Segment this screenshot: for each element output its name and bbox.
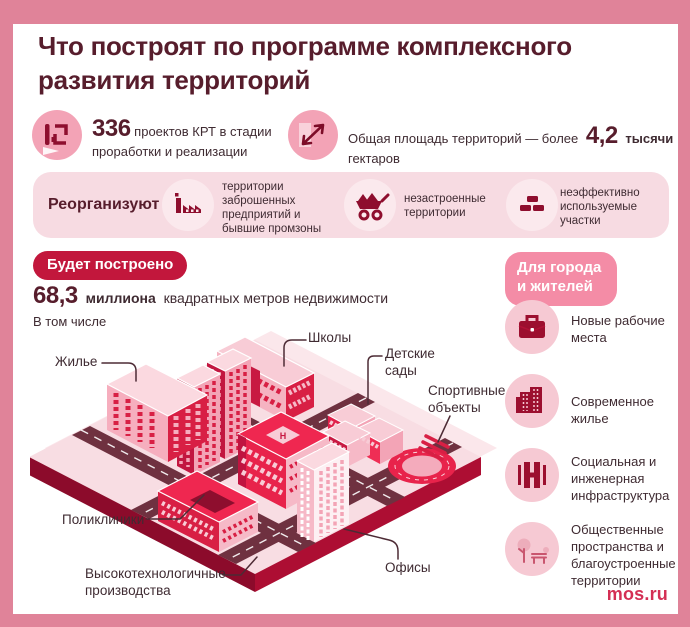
plan-icon (32, 110, 82, 160)
helipad-letter: H (280, 431, 287, 441)
stat-area-prefix: Общая площадь территорий — более (348, 131, 579, 146)
stat-area-unit: гектаров (348, 151, 400, 167)
briefcase-icon (505, 300, 559, 354)
stat-projects-label: проектов КРТ в стадии проработки и реали… (92, 124, 272, 160)
built-line: 68,3 миллиона квадратных метров недвижим… (33, 282, 392, 310)
park-icon (505, 522, 559, 576)
wheelbarrow-icon (344, 179, 396, 231)
built-value-unit: миллиона (85, 290, 156, 306)
built-value: 68,3 (33, 282, 78, 309)
infographic-content: Что построят по программе комплексного р… (13, 24, 678, 614)
map-label-clinics: Поликлиники (62, 512, 145, 527)
stat-projects (32, 110, 82, 160)
page-title: Что построят по программе комплексного р… (38, 31, 572, 95)
built-text: квадратных метров недвижимости (163, 290, 389, 306)
benefit-item-1: Новые рабочие места (571, 313, 665, 345)
stat-area-unit-bold: тысячи (625, 131, 674, 146)
benefits-badge: Для города и жителей (505, 252, 617, 306)
map-label-offices: Офисы (385, 560, 431, 575)
building-offices (295, 442, 351, 542)
infrastructure-icon (505, 448, 559, 502)
expand-icon (288, 110, 338, 160)
bricks-icon (506, 179, 558, 231)
map-label-schools: Школы (308, 330, 352, 345)
map-label-housing: Жилье (55, 354, 98, 369)
reorganize-item-2: незастроенные территории (404, 193, 486, 220)
buildings-icon (505, 374, 559, 428)
stat-area (288, 110, 338, 160)
map-label-sports: Спортивные объекты (428, 383, 506, 415)
mos-ru-logo[interactable]: mos.ru (606, 584, 668, 604)
stat-area-text: Общая площадь территорий — более 4,2 тыс… (348, 120, 683, 168)
map-label-hightech: Высокотехнологичные производства (85, 566, 226, 598)
stadium (388, 434, 456, 484)
stat-projects-value: 336 (92, 115, 131, 142)
leader-lines (101, 339, 451, 576)
building-production (156, 470, 260, 552)
reorganize-item-3: неэффективно используемые участки (560, 187, 640, 228)
built-subtitle: В том числе (33, 314, 107, 329)
city-illustration: H (30, 331, 497, 592)
building-housing (105, 363, 209, 462)
benefit-item-2: Современное жилье (571, 394, 654, 426)
map-label-kindergartens: Детские сады (385, 346, 435, 378)
built-badge: Будет построено (33, 251, 188, 280)
stat-area-value: 4,2 (585, 122, 618, 149)
stat-projects-text: 336 проектов КРТ в стадии проработки и р… (92, 113, 310, 161)
benefit-item-3: Социальная и инженерная инфраструктура (571, 454, 670, 503)
benefit-item-4: Общественные пространства и благоустроен… (571, 522, 676, 588)
reorganize-item-1: территории заброшенных предприятий и быв… (222, 181, 322, 236)
reorganize-label: Реорганизуют (48, 196, 160, 213)
factory-icon (162, 179, 214, 231)
